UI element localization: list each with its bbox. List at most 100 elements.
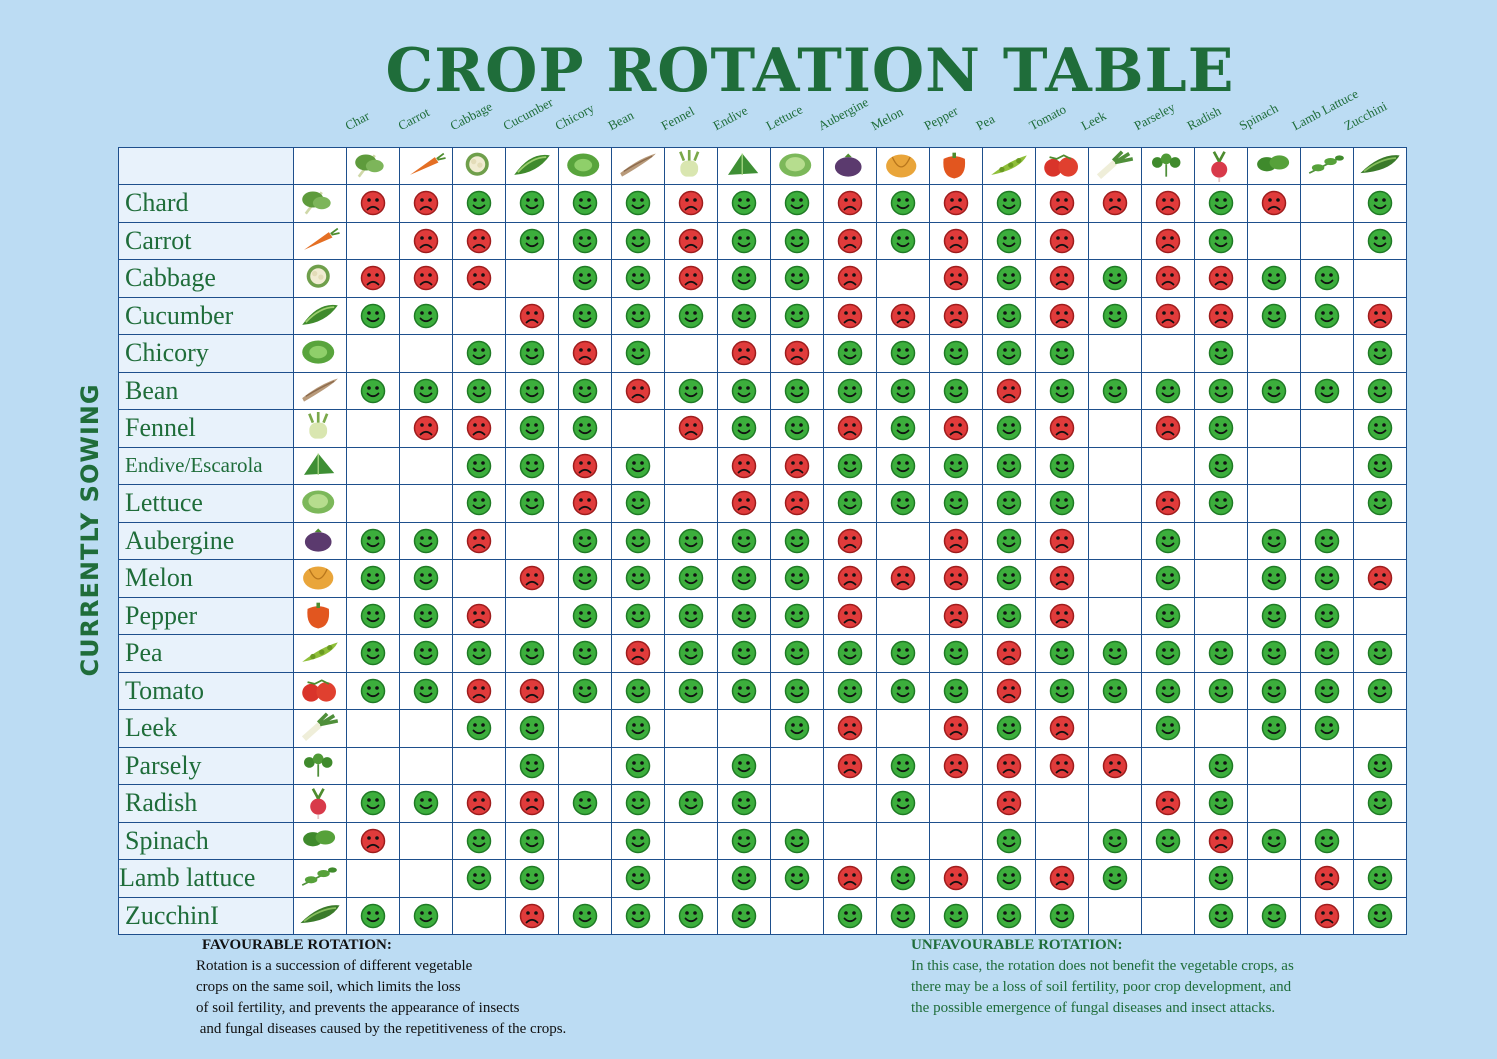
favourable-smiley-icon <box>505 746 559 785</box>
unfavourable-frown-icon <box>929 521 983 560</box>
unfavourable-frown-icon <box>346 259 400 298</box>
row-label: Carrot <box>118 221 294 260</box>
column-header-fennel: Fennel <box>658 103 697 134</box>
unfavourable-frown-icon <box>452 596 506 635</box>
column-image-radish <box>1194 147 1248 185</box>
unfavourable-frown-icon <box>1035 596 1089 635</box>
empty-cell <box>399 709 453 748</box>
favourable-smiley-icon <box>1353 896 1407 935</box>
row-label: Fennel <box>118 409 294 448</box>
favourable-smiley-icon <box>399 596 453 635</box>
empty-cell <box>770 896 824 935</box>
favourable-smiley-icon <box>1035 371 1089 410</box>
empty-cell <box>452 896 506 935</box>
empty-cell <box>346 446 400 485</box>
column-image-tomato <box>1035 147 1089 185</box>
favourable-smiley-icon <box>982 409 1036 448</box>
favourable-smiley-icon <box>1141 521 1195 560</box>
unfavourable-frown-icon <box>929 559 983 598</box>
favourable-smiley-icon <box>505 371 559 410</box>
unfavourable-frown-icon <box>823 184 877 223</box>
favourable-smiley-icon <box>1353 334 1407 373</box>
favourable-smiley-icon <box>399 296 453 335</box>
favourable-smiley-icon <box>558 896 612 935</box>
favourable-smiley-icon <box>558 371 612 410</box>
favourable-smiley-icon <box>611 784 665 823</box>
table-row: Cucumber <box>118 296 1407 335</box>
favourable-smiley-icon <box>1353 859 1407 898</box>
empty-cell <box>1035 784 1089 823</box>
empty-cell <box>876 521 930 560</box>
unfavourable-frown-icon <box>664 221 718 260</box>
favourable-smiley-icon <box>664 784 718 823</box>
favourable-smiley-icon <box>982 709 1036 748</box>
table-row: Pea <box>118 634 1407 673</box>
favourable-smiley-icon <box>717 746 771 785</box>
table-row: Chicory <box>118 334 1407 373</box>
favourable-smiley-icon <box>558 634 612 673</box>
favourable-smiley-icon <box>1141 596 1195 635</box>
row-image-spinach <box>293 821 347 860</box>
row-label: Chard <box>118 184 294 223</box>
table-row: Carrot <box>118 221 1407 260</box>
favourable-smiley-icon <box>717 671 771 710</box>
empty-cell <box>399 821 453 860</box>
unfavourable-frown-icon <box>452 259 506 298</box>
column-image-lettuce <box>770 147 824 185</box>
empty-cell <box>1141 896 1195 935</box>
unfavourable-frown-icon <box>929 409 983 448</box>
unfavourable-frown-icon <box>1035 296 1089 335</box>
column-image-zucchini <box>1353 147 1407 185</box>
favourable-smiley-icon <box>399 559 453 598</box>
favourable-smiley-icon <box>1194 896 1248 935</box>
unfavourable-frown-icon <box>823 746 877 785</box>
favourable-smiley-icon <box>876 746 930 785</box>
unfavourable-frown-icon <box>1247 184 1301 223</box>
favourable-smiley-icon <box>1194 671 1248 710</box>
empty-cell <box>1088 446 1142 485</box>
empty-cell <box>1353 521 1407 560</box>
favourable-smiley-icon <box>505 409 559 448</box>
favourable-smiley-icon <box>1353 446 1407 485</box>
favourable-smiley-icon <box>770 596 824 635</box>
empty-cell <box>399 334 453 373</box>
unfavourable-frown-icon <box>558 484 612 523</box>
empty-cell <box>505 259 559 298</box>
favourable-smiley-icon <box>876 634 930 673</box>
row-label: Melon <box>118 559 294 598</box>
column-image-lamb-lettuce <box>1300 147 1354 185</box>
column-image-melon <box>876 147 930 185</box>
table-row: Lamb lattuce <box>118 859 1407 898</box>
unfavourable-frown-icon <box>1035 184 1089 223</box>
favourable-smiley-icon <box>1353 409 1407 448</box>
favourable-smiley-icon <box>1353 634 1407 673</box>
column-image-endive <box>717 147 771 185</box>
empty-cell <box>1247 859 1301 898</box>
column-image-pepper <box>929 147 983 185</box>
favourable-smiley-icon <box>505 859 559 898</box>
favourable-smiley-icon <box>1194 859 1248 898</box>
favourable-smiley-icon <box>1088 821 1142 860</box>
unfavourable-frown-icon <box>505 896 559 935</box>
favourable-smiley-icon <box>982 221 1036 260</box>
favourable-smiley-icon <box>717 409 771 448</box>
unfavourable-frown-icon <box>399 259 453 298</box>
favourable-smiley-icon <box>929 671 983 710</box>
empty-cell <box>770 746 824 785</box>
favourable-smiley-icon <box>452 859 506 898</box>
empty-cell <box>876 596 930 635</box>
favourable-smiley-icon <box>1247 896 1301 935</box>
unfavourable-frown-icon <box>1035 221 1089 260</box>
favourable-smiley-icon <box>1300 596 1354 635</box>
favourable-smiley-icon <box>770 559 824 598</box>
empty-cell <box>1088 521 1142 560</box>
row-label: ZucchinI <box>118 896 294 935</box>
favourable-smiley-icon <box>1353 484 1407 523</box>
empty-cell <box>1194 596 1248 635</box>
favourable-smiley-icon <box>664 371 718 410</box>
unfavourable-frown-icon <box>664 184 718 223</box>
empty-cell <box>1088 596 1142 635</box>
row-image-zucchini <box>293 896 347 935</box>
row-image-cucumber <box>293 296 347 335</box>
row-image-lamb-lettuce <box>293 859 347 898</box>
